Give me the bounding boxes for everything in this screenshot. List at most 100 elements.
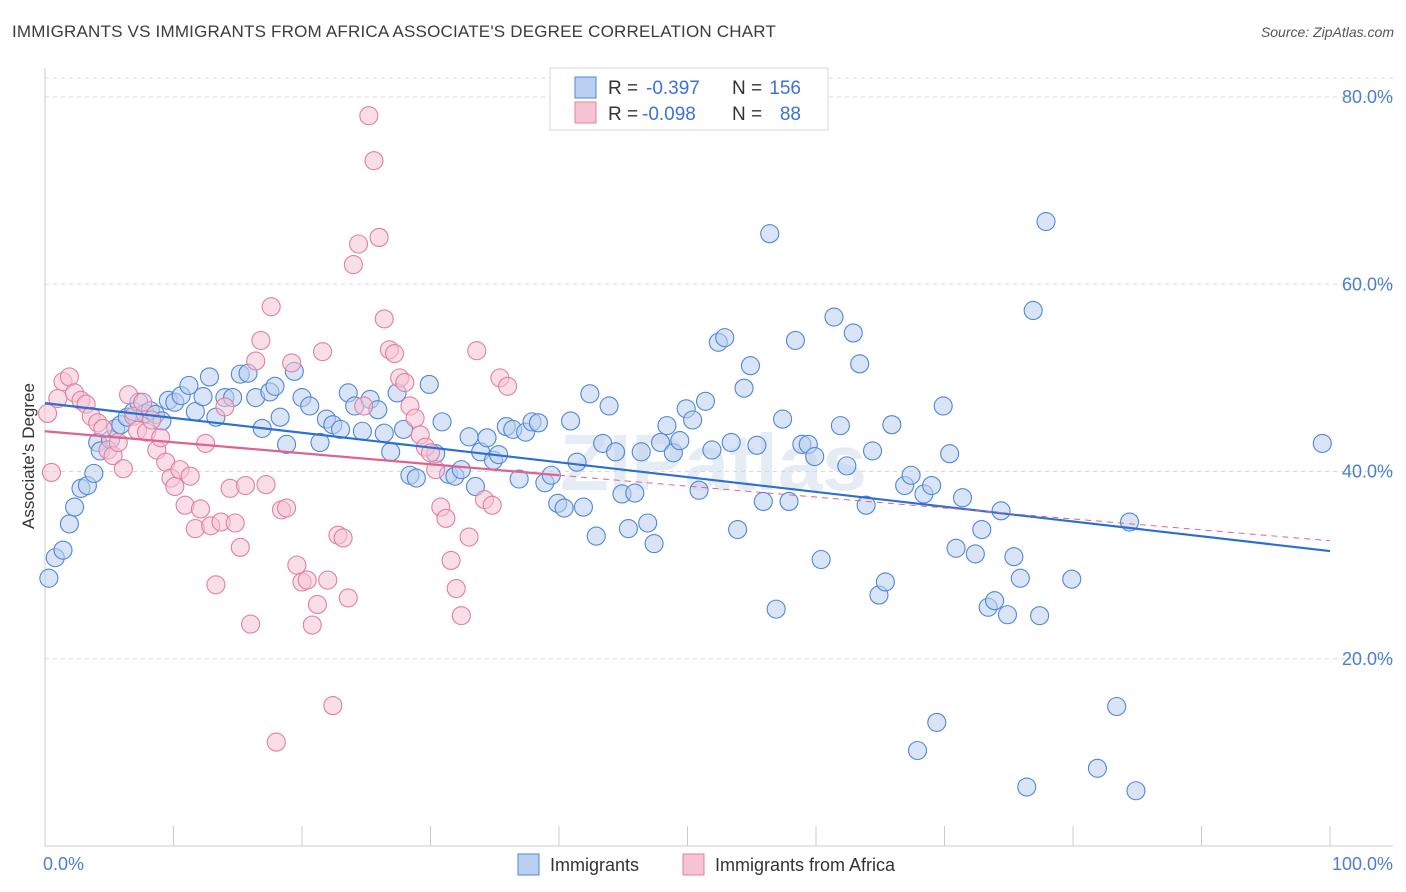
point-immigrants <box>689 480 709 500</box>
point-immigrants <box>265 376 285 396</box>
x-tick-label-max: 100.0% <box>1332 854 1393 874</box>
point-immigrants <box>946 538 966 558</box>
point-africa <box>206 575 226 595</box>
point-africa <box>297 570 317 590</box>
bottom-legend-swatch-immigrants <box>517 853 540 876</box>
point-africa <box>282 353 302 373</box>
bottom-legend-label-africa: Immigrants from Africa <box>715 855 896 875</box>
point-immigrants <box>779 491 799 512</box>
point-africa <box>333 528 353 548</box>
point-immigrants <box>695 391 716 411</box>
point-africa <box>256 475 276 495</box>
bottom-legend-label-immigrants: Immigrants <box>550 855 639 875</box>
point-immigrants <box>193 387 213 407</box>
point-immigrants <box>644 534 664 554</box>
point-immigrants <box>580 384 600 404</box>
point-immigrants <box>277 434 297 454</box>
point-immigrants <box>432 412 452 432</box>
point-africa <box>482 495 502 515</box>
point-immigrants <box>451 460 471 480</box>
point-africa <box>359 106 379 126</box>
point-immigrants <box>59 514 79 534</box>
point-africa <box>180 466 200 486</box>
point-africa <box>498 376 518 396</box>
legend-r-label: R = <box>608 78 638 99</box>
point-immigrants <box>381 442 401 462</box>
point-africa <box>348 234 369 254</box>
point-immigrants <box>419 374 439 394</box>
point-immigrants <box>1036 211 1056 232</box>
point-africa <box>441 550 461 570</box>
legend-r-value-africa: -0.098 <box>642 104 696 125</box>
point-africa <box>323 696 343 716</box>
point-immigrants <box>561 411 581 431</box>
point-immigrants <box>459 427 479 447</box>
legend-n-value-immigrants: 156 <box>769 78 801 99</box>
point-immigrants <box>972 519 992 540</box>
point-africa <box>113 459 133 479</box>
trend-line-africa <box>44 430 560 477</box>
point-africa <box>405 408 425 428</box>
point-immigrants <box>1312 433 1332 453</box>
point-immigrants <box>811 549 831 570</box>
point-immigrants <box>721 432 741 453</box>
point-africa <box>261 297 281 317</box>
point-immigrants <box>702 440 722 460</box>
y-tick-label: 60.0% <box>1342 274 1393 294</box>
point-immigrants <box>1004 547 1024 567</box>
point-africa <box>266 732 286 752</box>
point-immigrants <box>830 416 850 436</box>
legend: R = -0.397 N = 156 R = -0.098 N = 88 <box>549 67 829 131</box>
point-immigrants <box>728 519 748 540</box>
point-africa <box>354 396 374 416</box>
point-immigrants <box>270 407 290 427</box>
point-africa <box>225 513 245 533</box>
trend-line-immigrants <box>44 402 1331 553</box>
point-africa <box>59 367 79 387</box>
point-immigrants <box>599 396 619 416</box>
point-africa <box>41 462 61 482</box>
point-africa <box>165 476 185 497</box>
point-africa <box>384 343 405 364</box>
point-immigrants <box>618 519 638 539</box>
point-immigrants <box>952 488 973 508</box>
point-immigrants <box>1126 781 1146 801</box>
legend-n-label: N = <box>732 104 762 125</box>
point-immigrants <box>907 740 928 761</box>
point-immigrants <box>843 323 863 343</box>
point-immigrants <box>1010 568 1030 588</box>
point-immigrants <box>837 456 857 476</box>
point-immigrants <box>657 416 677 436</box>
point-africa <box>235 475 256 496</box>
point-africa <box>302 615 322 635</box>
point-africa <box>451 606 471 626</box>
point-immigrants <box>805 446 825 467</box>
point-immigrants <box>477 428 497 448</box>
point-immigrants <box>734 378 754 398</box>
point-africa <box>436 508 456 528</box>
point-africa <box>215 397 235 417</box>
legend-r-value-immigrants: -0.397 <box>646 78 700 99</box>
point-immigrants <box>882 415 902 435</box>
point-immigrants <box>631 442 651 462</box>
point-immigrants <box>683 410 703 430</box>
y-tick-label: 80.0% <box>1342 87 1393 107</box>
point-immigrants <box>509 469 529 489</box>
point-immigrants <box>1107 696 1127 717</box>
point-immigrants <box>625 483 645 503</box>
point-immigrants <box>856 495 876 515</box>
point-africa <box>459 527 479 547</box>
point-immigrants <box>747 435 767 455</box>
point-immigrants <box>740 356 761 376</box>
point-africa <box>338 588 358 608</box>
point-immigrants <box>773 409 793 429</box>
point-immigrants <box>875 572 895 592</box>
y-axis-title: Associate's Degree <box>19 383 38 529</box>
point-immigrants <box>53 540 73 560</box>
y-tick-label: 20.0% <box>1342 649 1393 669</box>
point-africa <box>374 309 394 329</box>
point-immigrants <box>39 568 59 588</box>
point-africa <box>395 373 415 393</box>
point-africa <box>318 570 338 590</box>
point-africa <box>313 342 333 362</box>
